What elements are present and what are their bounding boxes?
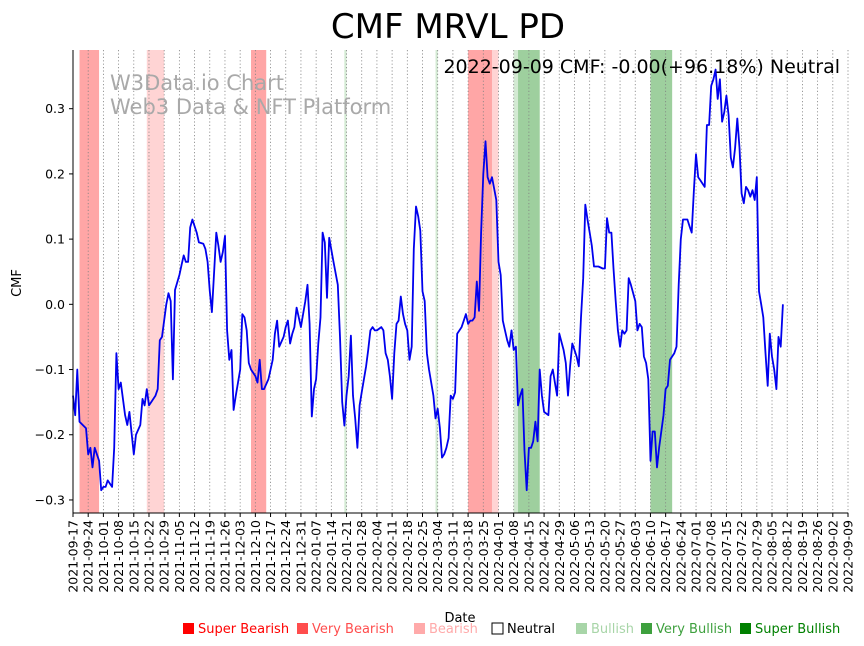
x-tick-label: 2022-08-26 bbox=[810, 520, 825, 593]
watermark-line-1: W3Data.io Chart bbox=[110, 71, 284, 95]
x-tick-label: 2021-10-15 bbox=[126, 520, 141, 593]
y-tick-label: 0.1 bbox=[45, 232, 65, 247]
x-tick-label: 2022-08-05 bbox=[765, 520, 780, 593]
chart-title: CMF MRVL PD bbox=[331, 7, 565, 47]
x-tick-label: 2021-12-24 bbox=[278, 520, 293, 593]
y-tick-label: 0.2 bbox=[45, 166, 65, 181]
signal-band bbox=[491, 50, 499, 513]
legend-swatch bbox=[491, 622, 504, 635]
legend: Super Bearish Very Bearish Bearish Neutral B… bbox=[183, 622, 840, 637]
x-axis-title: Date bbox=[444, 611, 475, 626]
signal-band bbox=[146, 50, 165, 513]
x-tick-label: 2021-11-26 bbox=[217, 520, 232, 593]
x-tick-label: 2022-05-06 bbox=[567, 520, 582, 593]
legend-swatch bbox=[641, 623, 652, 634]
x-tick-label: 2022-01-21 bbox=[339, 520, 354, 593]
x-tick-label: 2022-05-27 bbox=[613, 520, 628, 593]
legend-label: Bearish bbox=[429, 622, 478, 637]
legend-swatch bbox=[576, 623, 587, 634]
x-tick-label: 2022-03-11 bbox=[445, 520, 460, 593]
x-tick-label: 2021-09-24 bbox=[81, 520, 96, 593]
signal-band bbox=[513, 50, 519, 513]
x-tick-label: 2021-10-22 bbox=[141, 520, 156, 593]
x-tick-label: 2021-09-17 bbox=[66, 520, 81, 593]
latest-value-annotation: 2022-09-09 CMF: -0.00(+96.18%) Neutral bbox=[443, 56, 840, 78]
x-tick-label: 2022-02-11 bbox=[385, 520, 400, 593]
watermark-line-2: Web3 Data & NFT Platform bbox=[110, 95, 391, 119]
x-tick-label: 2022-07-15 bbox=[719, 520, 734, 593]
x-tick-label: 2022-08-12 bbox=[780, 520, 795, 593]
y-tick-label: 0.3 bbox=[45, 101, 65, 116]
signal-bands bbox=[79, 50, 673, 513]
y-tick-label: −0.2 bbox=[35, 427, 65, 442]
x-tick-label: 2022-08-19 bbox=[795, 520, 810, 593]
x-tick-label: 2022-03-18 bbox=[461, 520, 476, 593]
x-tick-label: 2022-09-09 bbox=[841, 520, 856, 593]
x-tick-label: 2021-11-12 bbox=[187, 520, 202, 593]
y-axis-title: CMF bbox=[10, 269, 25, 297]
x-tick-label: 2021-11-05 bbox=[172, 520, 187, 593]
x-tick-label: 2022-06-24 bbox=[673, 520, 688, 593]
legend-swatch bbox=[297, 623, 308, 634]
legend-label: Bullish bbox=[591, 622, 634, 637]
x-tick-label: 2022-04-22 bbox=[537, 520, 552, 593]
x-tick-label: 2021-10-29 bbox=[157, 520, 172, 593]
y-tick-label: −0.3 bbox=[35, 492, 65, 507]
x-tick-label: 2022-02-18 bbox=[400, 520, 415, 593]
x-tick-label: 2022-05-13 bbox=[582, 520, 597, 593]
x-tick-label: 2022-03-04 bbox=[430, 520, 445, 593]
x-tick-label: 2021-10-08 bbox=[111, 520, 126, 593]
x-ticks: 2021-09-17 2021-09-24 2021-10-01 2021-10-08… bbox=[66, 513, 856, 593]
x-tick-label: 2022-06-10 bbox=[643, 520, 658, 593]
x-tick-label: 2022-01-28 bbox=[354, 520, 369, 593]
legend-label: Super Bearish bbox=[198, 622, 289, 637]
vertical-gridlines bbox=[72, 50, 849, 513]
legend-label: Neutral bbox=[507, 622, 555, 637]
x-tick-label: 2022-04-08 bbox=[506, 520, 521, 593]
x-tick-label: 2022-03-25 bbox=[476, 520, 491, 593]
x-tick-label: 2021-12-10 bbox=[248, 520, 263, 593]
x-tick-label: 2021-12-03 bbox=[233, 520, 248, 593]
x-tick-label: 2022-07-01 bbox=[689, 520, 704, 593]
axes bbox=[72, 50, 848, 514]
legend-label: Very Bullish bbox=[656, 622, 732, 637]
x-tick-label: 2022-07-22 bbox=[734, 520, 749, 593]
x-tick-label: 2022-02-25 bbox=[415, 520, 430, 593]
cmf-series-line bbox=[72, 68, 784, 492]
x-tick-label: 2022-07-08 bbox=[704, 520, 719, 593]
signal-band bbox=[79, 50, 100, 513]
x-tick-label: 2022-09-02 bbox=[825, 520, 840, 593]
x-tick-label: 2022-04-15 bbox=[521, 520, 536, 593]
signal-band bbox=[344, 50, 347, 513]
x-tick-label: 2022-02-04 bbox=[369, 520, 384, 593]
x-tick-label: 2022-07-29 bbox=[749, 520, 764, 593]
y-ticks: −0.3 −0.2 −0.1 0.0 0.1 0.2 0.3 bbox=[35, 101, 73, 507]
x-tick-label: 2022-04-29 bbox=[552, 520, 567, 593]
signal-band bbox=[251, 50, 267, 513]
signal-band bbox=[650, 50, 673, 513]
legend-swatch bbox=[183, 623, 194, 634]
x-tick-label: 2022-04-01 bbox=[491, 520, 506, 593]
x-tick-label: 2022-05-20 bbox=[597, 520, 612, 593]
legend-swatch bbox=[740, 623, 751, 634]
legend-swatch bbox=[414, 623, 425, 634]
x-tick-label: 2021-12-17 bbox=[263, 520, 278, 593]
x-tick-label: 2022-01-14 bbox=[324, 520, 339, 593]
y-tick-label: 0.0 bbox=[45, 297, 65, 312]
x-tick-label: 2021-10-01 bbox=[96, 520, 111, 593]
x-tick-label: 2022-06-17 bbox=[658, 520, 673, 593]
signal-band bbox=[435, 50, 438, 513]
x-tick-label: 2021-12-31 bbox=[293, 520, 308, 593]
x-tick-label: 2022-01-07 bbox=[309, 520, 324, 593]
legend-label: Very Bearish bbox=[312, 622, 394, 637]
legend-label: Super Bullish bbox=[755, 622, 840, 637]
x-tick-label: 2022-06-03 bbox=[628, 520, 643, 593]
x-tick-label: 2021-11-19 bbox=[202, 520, 217, 593]
y-tick-label: −0.1 bbox=[35, 362, 65, 377]
